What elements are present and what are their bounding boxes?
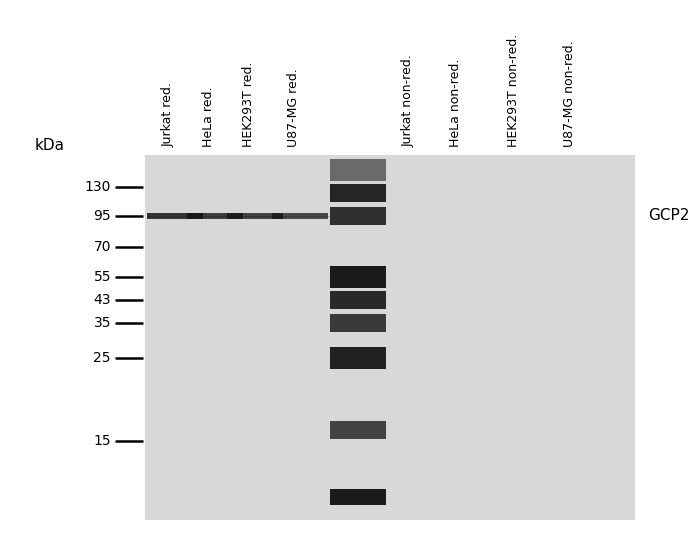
Text: U87-MG non-red.: U87-MG non-red.	[563, 40, 576, 147]
Text: 130: 130	[85, 180, 111, 194]
Text: 15: 15	[93, 434, 111, 448]
Text: Jurkat red.: Jurkat red.	[162, 82, 175, 147]
Text: 95: 95	[93, 209, 111, 223]
Text: HeLa non-red.: HeLa non-red.	[449, 59, 462, 147]
Bar	[330, 184, 386, 202]
Bar	[330, 421, 386, 439]
Bar	[272, 213, 328, 219]
Text: kDa: kDa	[35, 138, 65, 153]
Text: 35: 35	[93, 316, 111, 330]
Bar	[330, 347, 386, 369]
Text: HeLa red.: HeLa red.	[202, 87, 215, 147]
Bar	[147, 213, 203, 219]
Text: HEK293T red.: HEK293T red.	[242, 61, 255, 147]
Text: GCP2: GCP2	[648, 209, 689, 224]
Text: 55: 55	[93, 270, 111, 284]
Bar	[330, 266, 386, 288]
Bar	[330, 291, 386, 309]
Text: 25: 25	[93, 351, 111, 365]
Text: 43: 43	[93, 293, 111, 307]
Text: 70: 70	[93, 240, 111, 254]
Bar	[187, 213, 243, 219]
Text: HEK293T non-red.: HEK293T non-red.	[507, 34, 520, 147]
Bar	[330, 314, 386, 332]
Bar	[145, 155, 635, 520]
Bar	[330, 159, 386, 181]
Bar	[227, 213, 283, 219]
Text: Jurkat non-red.: Jurkat non-red.	[402, 54, 415, 147]
Bar	[330, 207, 386, 225]
Text: U87-MG red.: U87-MG red.	[287, 68, 300, 147]
Bar	[330, 489, 386, 505]
